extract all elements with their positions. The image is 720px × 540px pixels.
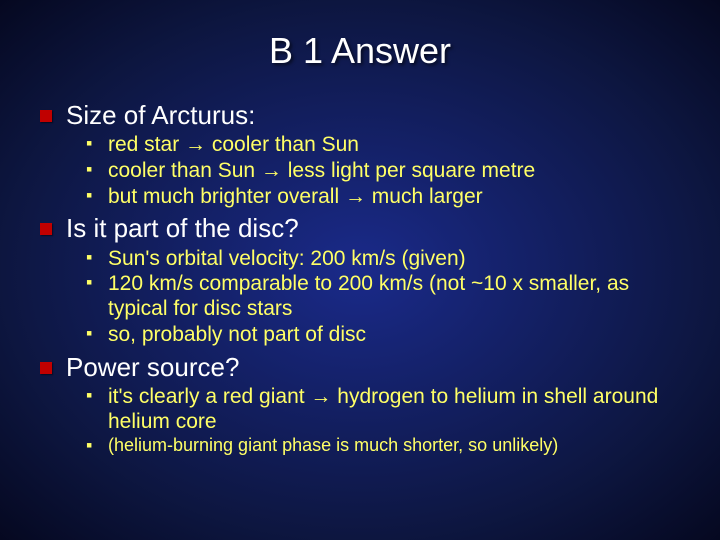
bullet-item: red star → cooler than Sun [86, 133, 680, 158]
bullet-item: 120 km/s comparable to 200 km/s (not ~10… [86, 272, 680, 322]
bullet-item: but much brighter overall → much larger [86, 185, 680, 210]
slide-title: B 1 Answer [40, 30, 680, 72]
bullet-item: it's clearly a red giant → hydrogen to h… [86, 385, 680, 435]
bullet-item: so, probably not part of disc [86, 323, 680, 348]
bullet-item: Sun's orbital velocity: 200 km/s (given) [86, 247, 680, 272]
bullet-item: cooler than Sun → less light per square … [86, 159, 680, 184]
section-heading: Is it part of the disc? [40, 213, 680, 244]
slide: B 1 Answer Size of Arcturus: red star → … [0, 0, 720, 540]
bullet-item-small: (helium-burning giant phase is much shor… [86, 435, 680, 456]
section-heading: Size of Arcturus: [40, 100, 680, 131]
section-heading: Power source? [40, 352, 680, 383]
